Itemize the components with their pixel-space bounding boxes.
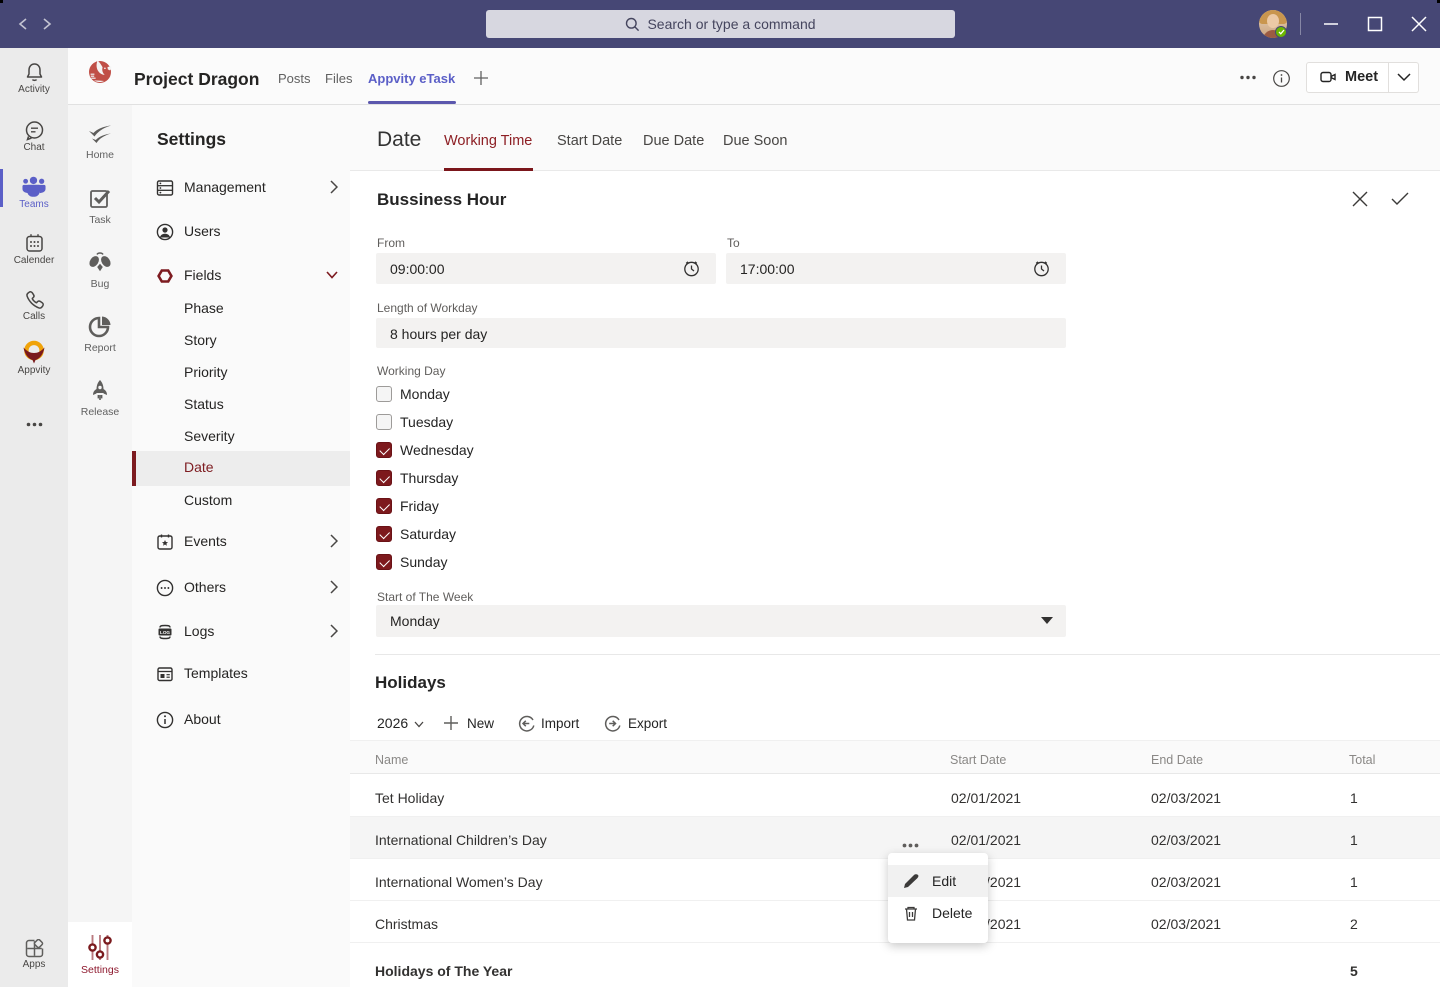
svg-text:LOG: LOG	[160, 630, 170, 635]
